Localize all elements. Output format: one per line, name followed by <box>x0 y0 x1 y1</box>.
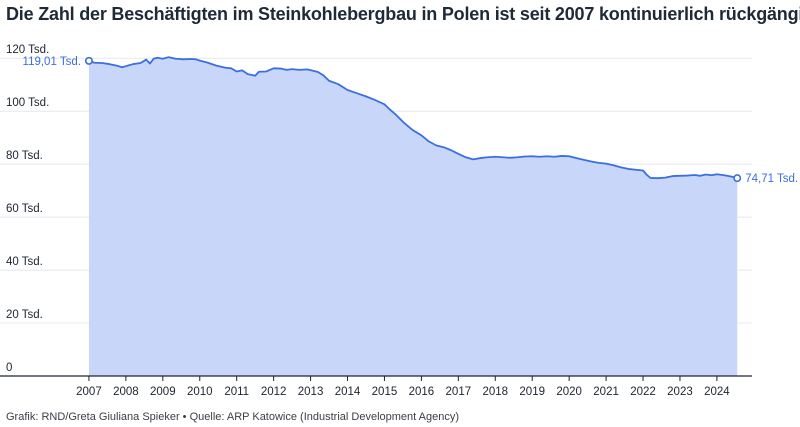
y-tick-label: 80 Tsd. <box>6 150 43 162</box>
chart-title: Die Zahl der Beschäftigten im Steinkohle… <box>6 4 800 24</box>
x-tick-label: 2008 <box>113 386 139 398</box>
y-tick-label: 40 Tsd. <box>6 256 43 268</box>
x-tick-label: 2012 <box>261 386 287 398</box>
x-tick-label: 2009 <box>150 386 176 398</box>
area-series <box>88 56 738 377</box>
y-tick-label: 0 <box>6 362 12 374</box>
x-tick-label: 2017 <box>446 386 472 398</box>
data-point-marker <box>84 56 93 65</box>
x-tick-label: 2018 <box>482 386 508 398</box>
x-tick-label: 2024 <box>704 386 730 398</box>
x-tick-label: 2023 <box>667 386 693 398</box>
annotations: 119,01 Tsd. 74,71 Tsd. <box>23 56 799 185</box>
y-tick-label: 60 Tsd. <box>6 203 43 215</box>
data-point-marker <box>733 174 742 183</box>
y-tick-label: 100 Tsd. <box>6 97 49 109</box>
source-note: Grafik: RND/Greta Giuliana Spieker • Que… <box>6 411 460 423</box>
series-line <box>88 56 738 180</box>
x-tick-label: 2007 <box>76 386 102 398</box>
axes: 0 20 Tsd. 40 Tsd. 60 Tsd. 80 Tsd. 100 Tsd. 120… <box>0 44 752 398</box>
data-label: 74,71 Tsd. <box>745 173 798 185</box>
series-area <box>88 57 738 377</box>
x-tick-label: 2015 <box>372 386 398 398</box>
x-tick-label: 2013 <box>298 386 324 398</box>
x-tick-label: 2014 <box>335 386 361 398</box>
x-tick-label: 2010 <box>187 386 213 398</box>
x-tick-label: 2020 <box>556 386 582 398</box>
x-tick-label: 2011 <box>224 386 249 398</box>
data-label: 119,01 Tsd. <box>23 56 81 68</box>
x-tick-label: 2019 <box>519 386 545 398</box>
x-tick-label: 2022 <box>630 386 656 398</box>
x-tick-label: 2016 <box>409 386 435 398</box>
y-tick-label: 120 Tsd. <box>6 44 49 56</box>
y-tick-label: 20 Tsd. <box>6 309 43 321</box>
x-tick-label: 2021 <box>593 386 619 398</box>
